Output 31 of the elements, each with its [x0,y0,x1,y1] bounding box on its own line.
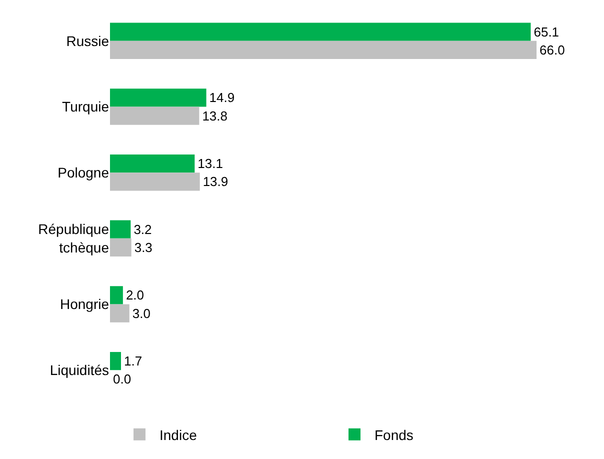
y-tick-label: République tchèque [38,221,110,256]
data-label: 3.0 [132,306,150,321]
data-label: 13.9 [202,174,228,190]
bar [110,172,200,191]
bar [110,154,195,173]
y-tick-label: Turquie [62,98,110,115]
data-label: 14.9 [209,90,235,106]
bar [110,22,531,41]
bar [110,220,131,238]
bar [110,40,537,60]
data-label: 13.1 [198,156,223,172]
legend-label: Fonds [374,426,414,443]
data-label: 66.0 [540,42,565,58]
legend-label: Indice [160,426,198,443]
bar [110,106,200,125]
y-tick-label: Hongrie [60,296,110,312]
y-tick-label: Pologne [58,164,110,180]
data-label: 1.7 [124,354,142,369]
data-label: 3.2 [134,222,152,237]
y-tick-label: Liquidités [50,362,109,378]
bar [110,238,132,257]
bar [110,304,130,322]
bar [110,88,206,107]
data-label: 13.8 [202,108,228,124]
bar [110,286,123,304]
data-label: 3.3 [134,240,152,255]
data-label: 2.0 [126,288,144,303]
data-label: 65.1 [534,24,560,40]
bar [110,352,121,370]
data-label: 0.0 [113,372,132,387]
y-tick-label: Russie [66,32,110,49]
